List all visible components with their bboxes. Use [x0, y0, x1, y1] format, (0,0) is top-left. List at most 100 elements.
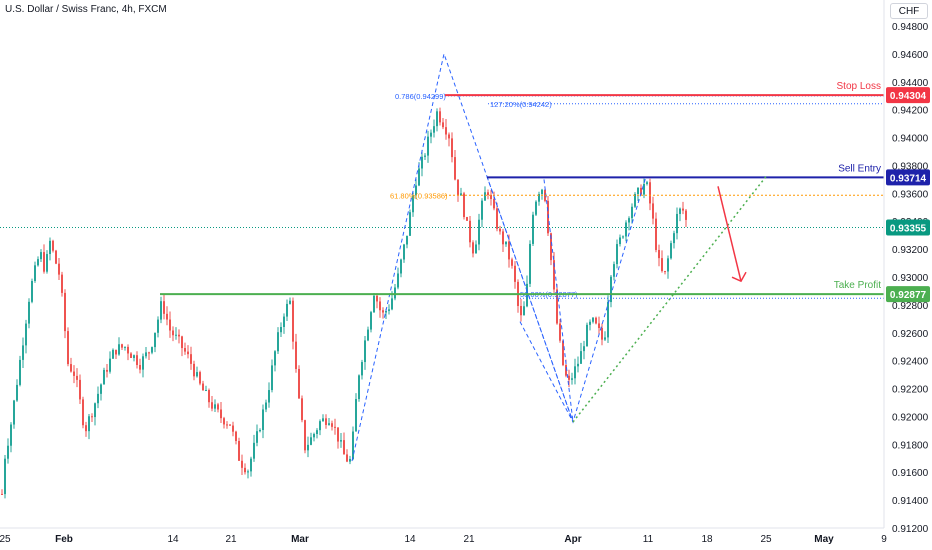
candle-body	[436, 111, 438, 127]
candle-body	[97, 393, 99, 404]
candle-body	[442, 122, 444, 128]
candle-body	[649, 182, 651, 204]
candle-body	[112, 349, 114, 359]
time-tick-label: 14	[167, 534, 179, 545]
candle-body	[190, 354, 192, 364]
candle-body	[211, 402, 213, 409]
candle-body	[307, 444, 309, 451]
time-tick-label: 14	[404, 534, 416, 545]
candle-body	[547, 200, 549, 234]
candle-body	[373, 295, 375, 313]
candle-body	[145, 352, 147, 357]
zigzag-leg	[486, 176, 574, 423]
candle-body	[40, 252, 42, 260]
candle-body	[91, 416, 93, 418]
candle-body	[121, 344, 123, 348]
price-tick-label: 0.94600	[892, 50, 929, 61]
candle-body	[166, 313, 168, 320]
candle-body	[616, 244, 618, 265]
candle-body	[208, 390, 210, 403]
candle-body	[310, 437, 312, 445]
candle-body	[679, 208, 681, 214]
candle-body	[568, 375, 570, 380]
candle-body	[661, 258, 663, 272]
candle-body	[55, 250, 57, 264]
fib-786-label: 0.786(0.94299)	[395, 92, 446, 101]
candle-body	[565, 365, 567, 376]
price-tick-label: 0.94200	[892, 106, 929, 117]
candle-body	[58, 263, 60, 275]
candle-body	[85, 425, 87, 432]
candle-body	[619, 237, 621, 245]
candle-body	[358, 375, 360, 400]
sell-arrow-shaft	[717, 186, 742, 282]
candle-body	[529, 243, 531, 284]
candle-body	[613, 264, 615, 277]
candle-body	[73, 371, 75, 376]
candle-body	[541, 189, 543, 195]
candle-body	[52, 240, 54, 251]
candle-body	[28, 301, 30, 324]
currency-button[interactable]: CHF	[890, 3, 928, 19]
candle-body	[445, 127, 447, 135]
candle-body	[205, 390, 207, 392]
candle-body	[622, 236, 624, 238]
candle-body	[193, 363, 195, 377]
time-tick-label: 25	[760, 534, 772, 545]
candle-body	[64, 292, 66, 332]
sell-entry-price-text: 0.93714	[890, 173, 927, 184]
candle-body	[496, 208, 498, 229]
price-tick-label: 0.92400	[892, 357, 929, 368]
candle-body	[136, 355, 138, 366]
zigzag-leg	[543, 179, 574, 423]
candle-body	[484, 192, 486, 201]
candle-body	[592, 317, 594, 322]
time-tick-label: 25	[0, 534, 11, 545]
candle-body	[385, 310, 387, 313]
candle-body	[184, 348, 186, 352]
candle-body	[241, 460, 243, 468]
candle-body	[94, 403, 96, 418]
fib-ext-label: 127.20%(0.94242)	[490, 100, 552, 109]
candle-body	[10, 424, 12, 446]
candle-body	[31, 280, 33, 302]
candle-body	[514, 265, 516, 282]
candles	[1, 107, 687, 499]
candle-body	[640, 187, 642, 195]
price-tick-label: 0.92800	[892, 301, 929, 312]
price-tick-label: 0.93800	[892, 161, 929, 172]
price-tick-label: 0.93200	[892, 245, 929, 256]
candle-body	[376, 295, 378, 302]
candle-body	[133, 355, 135, 358]
candle-body	[316, 430, 318, 434]
candle-body	[673, 233, 675, 244]
candle-body	[472, 242, 474, 254]
candle-body	[46, 254, 48, 272]
candle-body	[343, 440, 345, 455]
candle-body	[571, 378, 573, 380]
candle-body	[217, 404, 219, 410]
candle-body	[22, 345, 24, 360]
candle-body	[286, 303, 288, 317]
candle-body	[100, 384, 102, 394]
candle-body	[139, 365, 141, 370]
candle-body	[412, 195, 414, 213]
candle-body	[250, 458, 252, 472]
candle-body	[433, 126, 435, 133]
candle-body	[157, 319, 159, 333]
candle-body	[322, 418, 324, 422]
take-profit-price-text: 0.92877	[890, 290, 927, 301]
support-trendline	[572, 176, 767, 423]
candle-body	[367, 329, 369, 341]
candle-body	[655, 218, 657, 250]
price-tick-label: 0.93600	[892, 189, 929, 200]
candle-body	[505, 241, 507, 245]
candle-body	[244, 467, 246, 473]
candle-body	[490, 194, 492, 200]
candle-body	[313, 433, 315, 438]
time-tick-label: 18	[701, 534, 713, 545]
candle-body	[388, 309, 390, 311]
stop-loss-price-badge	[886, 87, 930, 104]
candle-body	[628, 218, 630, 223]
